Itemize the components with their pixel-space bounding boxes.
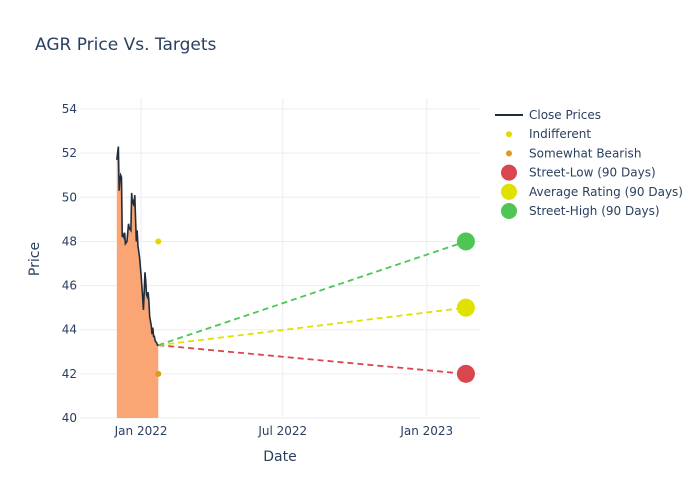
legend-label: Average Rating (90 Days) (529, 185, 683, 199)
street-high-marker (456, 232, 475, 251)
legend-label: Somewhat Bearish (529, 146, 641, 160)
y-tick-label: 50 (62, 190, 77, 204)
average-rating-line (158, 306, 467, 347)
y-tick-label: 54 (62, 102, 77, 116)
close-price-area (116, 146, 159, 419)
legend-marker-swatch (506, 150, 512, 157)
y-tick-label: 40 (62, 411, 77, 425)
x-tick-label: Jan 2022 (114, 424, 168, 438)
y-tick-label: 46 (62, 279, 77, 293)
x-tick-label: Jul 2022 (257, 424, 307, 438)
plot-area (115, 146, 475, 419)
close-price-line (115, 146, 159, 346)
legend-target-swatch (501, 203, 517, 219)
y-tick-label: 52 (62, 146, 77, 160)
axes: 40 42 44 46 48 50 52 54 Jan 2022 Jul 2022 Jan 2023 (62, 102, 453, 438)
street-low-marker (456, 364, 475, 383)
y-axis-title: Price (27, 242, 43, 276)
legend-label: Indifferent (529, 127, 591, 141)
legend-label: Street-High (90 Days) (529, 204, 660, 218)
x-axis-title: Date (263, 449, 296, 465)
legend-label: Close Prices (529, 108, 601, 122)
street-low-line (158, 344, 466, 375)
legend-marker-swatch (506, 131, 512, 138)
y-tick-label: 48 (62, 234, 77, 248)
y-tick-label: 42 (62, 367, 77, 381)
x-tick-label: Jan 2023 (399, 424, 453, 438)
chart-title: AGR Price Vs. Targets (35, 35, 216, 55)
legend-target-swatch (501, 164, 517, 181)
average-rating-marker (456, 298, 475, 317)
legend-label: Street-Low (90 Days) (529, 166, 656, 180)
street-high-line (157, 240, 467, 347)
legend: Close Prices Indifferent Somewhat Bearish S… (495, 108, 683, 219)
legend-target-swatch (501, 183, 517, 200)
somewhat-bearish-marker (155, 370, 162, 377)
indifferent-marker (155, 238, 162, 245)
y-tick-label: 44 (62, 323, 77, 337)
